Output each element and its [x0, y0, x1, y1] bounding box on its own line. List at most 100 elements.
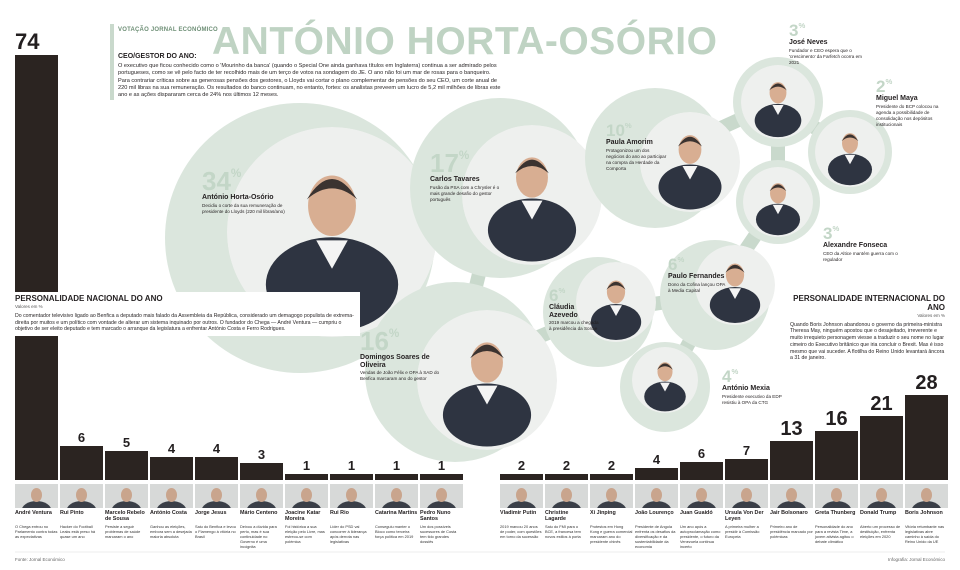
thumb-face	[301, 488, 312, 502]
thumbnail	[330, 484, 373, 508]
ceo-desc: 2019 marcou a chegada à presidência da S…	[549, 320, 599, 332]
chart-description: Quando Boris Johnson abandonou o governo…	[790, 321, 945, 362]
thumb-face	[651, 488, 662, 502]
category-label: Catarina Martins	[375, 510, 418, 516]
thumbnail-art	[382, 488, 411, 508]
ceo-percent: 17%	[430, 150, 510, 176]
value-label: 1	[302, 458, 311, 474]
value-label: 2	[517, 457, 526, 473]
bar	[375, 474, 418, 480]
category-label: Jorge Jesus	[195, 510, 227, 516]
value-label: 2	[562, 457, 571, 473]
thumbnail-art	[552, 488, 581, 508]
bar	[60, 445, 103, 480]
value-label: 28	[915, 372, 938, 394]
ceo-unit: %	[798, 21, 806, 30]
category-label: António Costa	[150, 510, 187, 516]
ceo-desc: Presidente executivo da EDP resistiu à O…	[722, 393, 782, 405]
ceo-percent: 10%	[606, 122, 668, 139]
portrait	[815, 117, 885, 187]
portrait-hair	[841, 134, 859, 142]
thumb-body	[292, 501, 321, 508]
thumbnail-art	[202, 488, 231, 508]
chart-heading: PERSONALIDADE NACIONAL DO ANO Valores em …	[15, 292, 360, 337]
category-note: Foi histórica a sua eleição pelo Livre, …	[285, 524, 325, 544]
ceo-label: 34% António Horta-Osório Decidiu o corte d…	[202, 168, 297, 215]
thumb-body	[337, 501, 366, 508]
value-label: 13	[780, 417, 803, 440]
ceo-name: Cláudia Azevedo	[549, 304, 578, 319]
portrait-collar	[610, 305, 622, 316]
ceo-name: José Neves	[789, 39, 828, 46]
portrait-hair	[678, 136, 702, 147]
value-label: 6	[77, 429, 86, 445]
portrait-body	[755, 203, 801, 236]
category-label: Jair Bolsonaro	[770, 510, 808, 516]
ceo-value: 4	[722, 367, 732, 386]
category-note: Primeiro ano de presidência marcado por …	[770, 524, 813, 539]
category-note: Deixou a dúvida para perto, mas é sua co…	[240, 524, 277, 549]
ceo-percent: 6%	[549, 287, 599, 304]
category-note: Vitória retumbante nas legislativas abre…	[905, 524, 945, 544]
main-title: ANTÓNIO HORTA-OSÓRIO	[212, 20, 718, 63]
category-note: Aberto um processo de destituição, enfre…	[860, 524, 901, 539]
portrait	[462, 125, 602, 265]
thumb-body	[552, 501, 581, 508]
portrait-hair	[769, 83, 787, 91]
bar	[680, 461, 723, 480]
thumbnail-art	[157, 488, 186, 508]
ceo-desc: Fusão da PSA com a Chrysler é o mais gra…	[430, 184, 500, 202]
portrait-hair	[725, 264, 745, 273]
thumb-face	[561, 488, 572, 502]
thumbnail-art	[597, 488, 626, 508]
thumbnail	[500, 484, 543, 508]
ceo-name: Domingos Soares de Oliveira	[360, 354, 430, 369]
portrait-collar	[729, 288, 741, 299]
value-label: 3	[257, 446, 266, 462]
portrait-hair	[657, 363, 673, 370]
bar	[725, 458, 768, 480]
thumbnail-art	[822, 488, 851, 508]
category-note: O Chega entrou no Parlamento contra toda…	[15, 524, 58, 539]
category-label: Marcelo Rebelo de Sousa	[105, 510, 145, 522]
ceo-value: 2	[876, 77, 886, 96]
lead-rule	[110, 24, 114, 100]
ceo-label: 3% José Neves Fundador e CEO espera que o …	[789, 22, 864, 66]
category-note: 2019 marcou 20 anos de poder, com questõ…	[500, 524, 542, 539]
category-note: Líder do PSD vai concorrer à liderança a…	[330, 524, 367, 544]
thumb-face	[696, 488, 707, 502]
ceo-value: 17	[430, 148, 459, 178]
category-note: A primeira mulher a presidir à Comissão …	[725, 524, 760, 539]
bar	[635, 467, 678, 480]
thumbnail	[590, 484, 633, 508]
ceo-value: 3	[823, 224, 833, 243]
ceo-unit: %	[832, 224, 840, 233]
ceo-label: 4% António Mexia Presidente executivo da E…	[722, 368, 794, 406]
thumb-face	[391, 488, 402, 502]
thumb-face	[876, 488, 887, 502]
thumb-body	[687, 501, 716, 508]
ceo-name: António Mexia	[722, 385, 770, 392]
portrait	[741, 65, 815, 139]
portrait-body	[658, 164, 722, 210]
thumbnail-art	[687, 488, 716, 508]
thumbnail	[15, 484, 58, 508]
ceo-unit: %	[458, 149, 470, 162]
ceo-label: 16% Domingos Soares de Oliveira Vendas de …	[360, 328, 440, 382]
bar	[815, 431, 858, 480]
bar	[240, 462, 283, 480]
thumb-face	[606, 488, 617, 502]
category-note: Personalidade do ano para a revista Time…	[815, 524, 854, 544]
portrait-body	[644, 381, 686, 412]
thumb-body	[912, 501, 941, 508]
category-note: Conseguiu manter o Bloco como terceira f…	[375, 524, 414, 539]
ceo-percent: 6%	[668, 256, 726, 273]
thumbnail	[375, 484, 418, 508]
thumb-face	[256, 488, 267, 502]
ceo-desc: Presidente do BCP colocou na agenda a po…	[876, 103, 939, 127]
credits: Infografia: Jornal Económico	[887, 557, 945, 562]
ceo-percent: 2%	[876, 78, 952, 95]
bar	[420, 474, 463, 480]
value-label: 16	[825, 408, 848, 431]
